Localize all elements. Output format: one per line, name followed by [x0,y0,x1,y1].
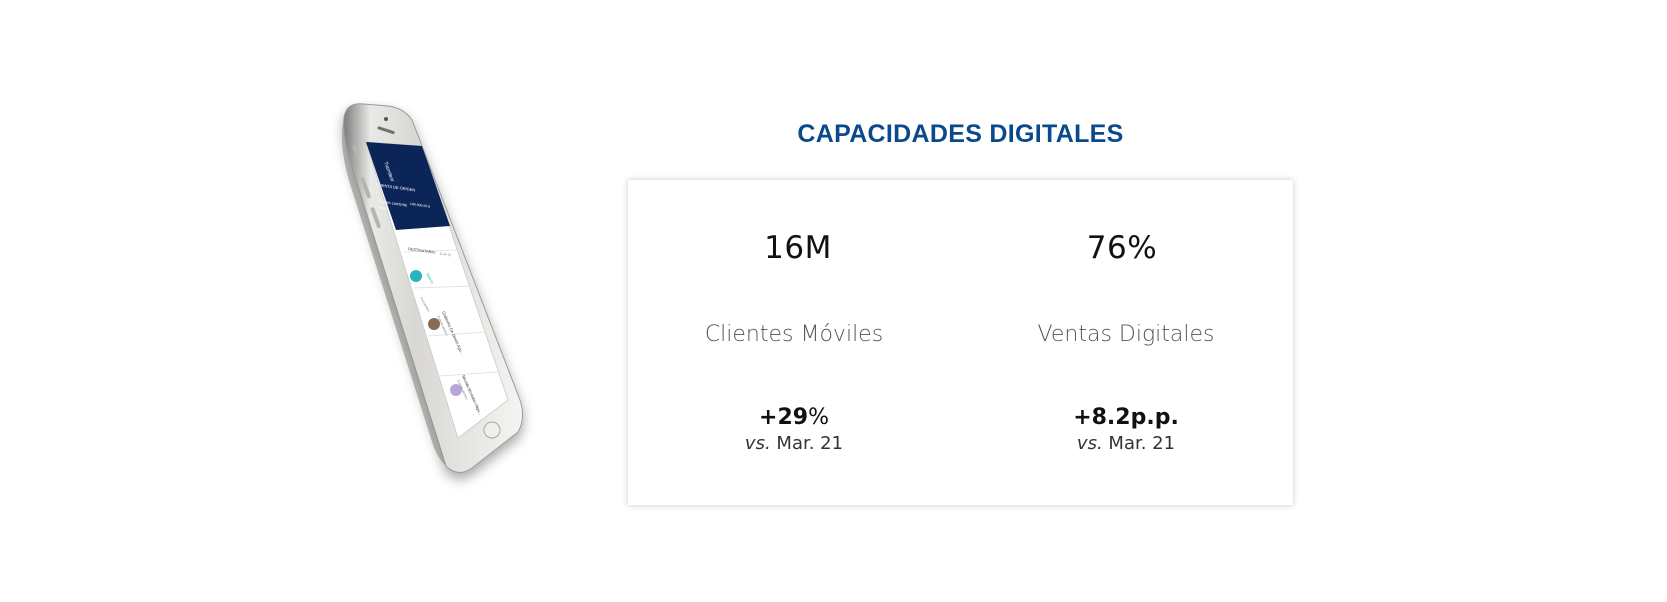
screen-account-number: •0240 [379,206,389,211]
screen-account-name: Cuenta corriente [378,198,409,207]
metric-compare-period: Mar. 21 [1102,433,1176,454]
metric-label: Clientes Móviles [704,322,884,347]
screen-recipient-step: (1 de 3) [440,251,451,256]
speaker-icon [377,126,395,135]
metric-change: +29% [628,405,960,430]
metric-change-value: +8.2p.p. [1073,405,1179,430]
metric-value: 76% [1086,230,1158,266]
metric-compare-period: Mar. 21 [770,433,844,454]
phone-illustration: Transferir CUENTA DE ORIGEN Cuenta corri… [330,100,560,500]
screen-frequent-label: Frecuentes [419,297,431,313]
phone-screen: Transferir CUENTA DE ORIGEN Cuenta corri… [365,141,509,439]
home-button-icon [483,421,501,439]
page-title: CAPACIDADES DIGITALES [797,120,1124,148]
metrics-card: 16M Clientes Móviles +29% vs. Mar. 21 76… [628,180,1293,505]
metric-change: +8.2p.p. [960,405,1292,430]
metric-value: 16M [764,230,832,266]
screen-account-section: CUENTA DE ORIGEN [376,182,416,192]
metric-label: Ventas Digitales [1037,322,1215,347]
screen-new-label: Nuevo [425,272,435,285]
metric-digital-sales: 76% Ventas Digitales +8.2p.p. vs. Mar. 2… [960,180,1292,505]
metric-compare: vs. Mar. 21 [960,433,1292,454]
screen-account-balance: 148.000,00 € [410,202,431,209]
metric-compare-prefix: vs. [1076,433,1103,454]
screen-recipient-section: DESTINATARIO [408,247,436,255]
metric-compare-prefix: vs. [744,433,771,454]
avatar [428,318,440,330]
avatar [450,384,462,396]
add-recipient-icon [410,270,422,282]
metric-compare: vs. Mar. 21 [628,433,960,454]
camera-icon [384,117,388,121]
metric-change-unit: % [808,405,829,430]
metric-mobile-clients: 16M Clientes Móviles +29% vs. Mar. 21 [628,180,960,505]
metric-change-value: +29 [759,405,809,430]
